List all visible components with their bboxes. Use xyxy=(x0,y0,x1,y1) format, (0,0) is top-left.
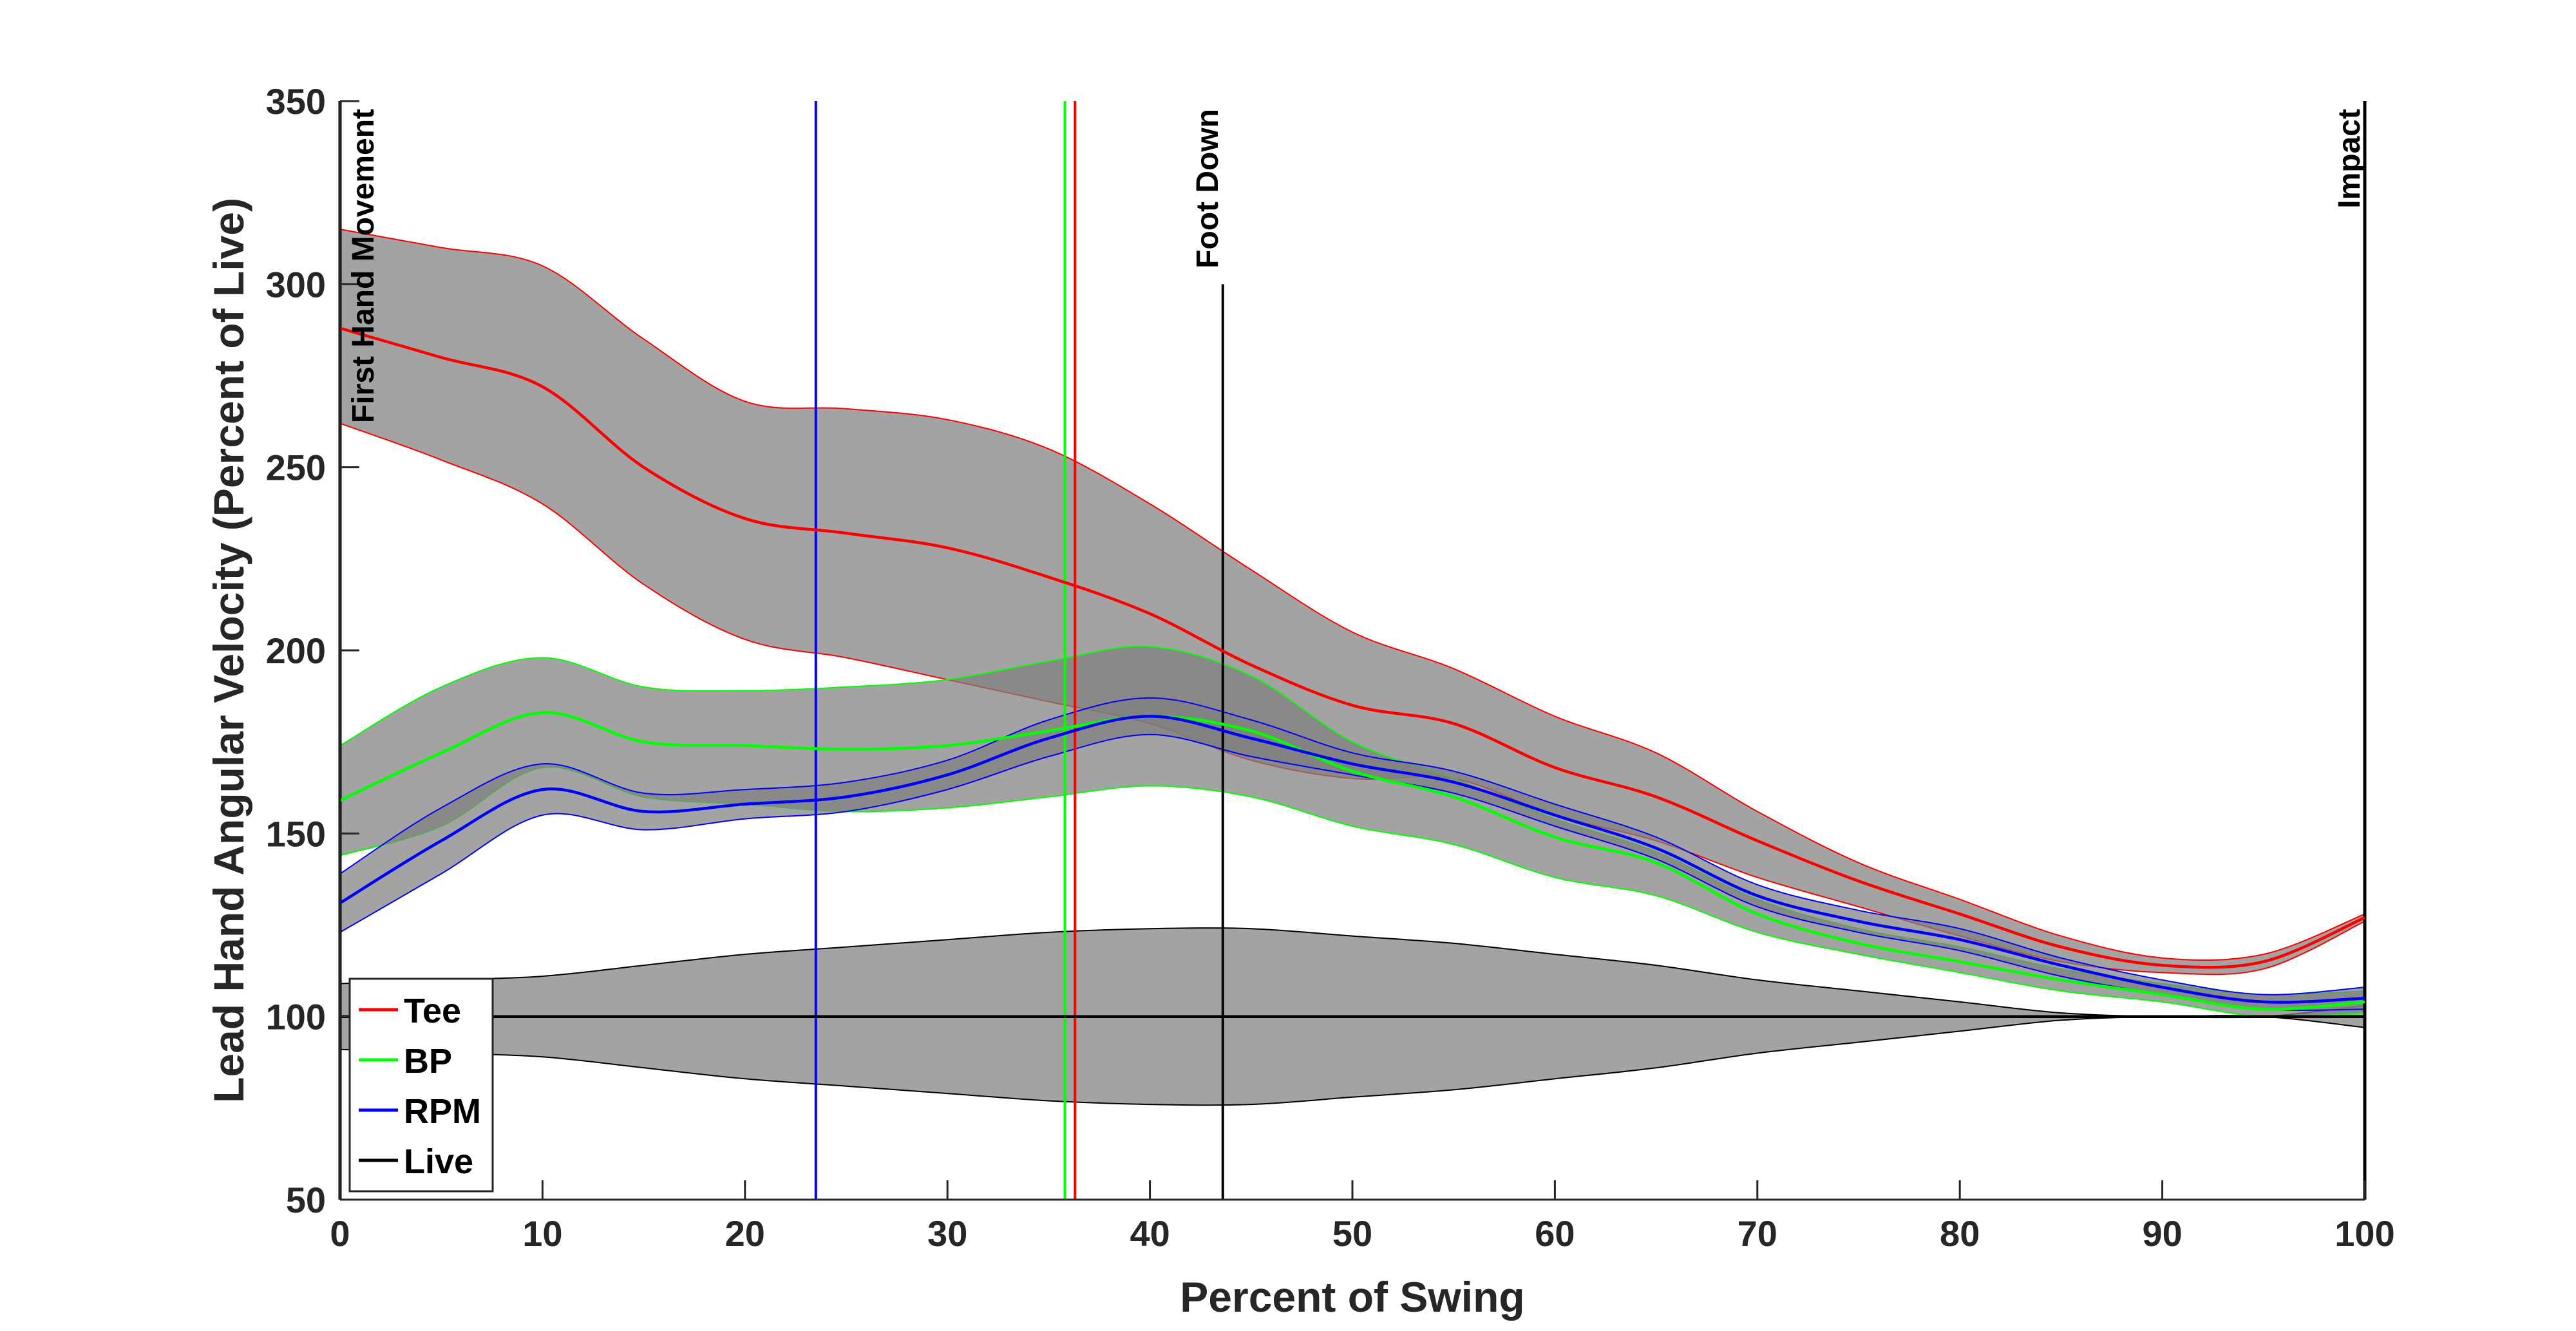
x-tick-label: 70 xyxy=(1738,1213,1777,1254)
line-tee xyxy=(339,326,2365,969)
y-tick-label: 350 xyxy=(266,81,326,122)
event-label: Impact xyxy=(2333,109,2367,209)
event-label: First Hand Movement xyxy=(346,109,381,423)
band-bp xyxy=(340,646,2365,1017)
x-tick-label: 80 xyxy=(1940,1213,1980,1254)
legend-box xyxy=(348,977,494,1193)
x-tick-label: 10 xyxy=(522,1213,562,1254)
legend: Tee BP RPM Live xyxy=(348,977,494,1193)
y-tick-label: 100 xyxy=(266,997,326,1037)
band-lower-edge-live xyxy=(339,1015,2365,1106)
confidence-bands xyxy=(339,229,2365,1106)
x-tick-label: 100 xyxy=(2334,1213,2394,1254)
y-tick-label: 200 xyxy=(266,630,326,671)
y-tick-label: 150 xyxy=(266,813,326,854)
x-tick-label: 0 xyxy=(330,1213,350,1254)
event-label: Foot Down xyxy=(1191,109,1225,269)
y-tick-label: 50 xyxy=(286,1180,326,1220)
ticks: 0 10 20 30 40 50 60 70 80 90 100 50 100 150 200 250 300 3… xyxy=(266,81,2395,1254)
event-labels: First Hand Movement Foot Down Impact xyxy=(346,109,2367,423)
series-lines xyxy=(339,326,2365,1018)
y-tick-label: 300 xyxy=(266,264,326,305)
band-tee xyxy=(340,229,2365,975)
y-tick-label: 250 xyxy=(266,448,326,488)
x-tick-label: 90 xyxy=(2142,1213,2182,1254)
x-axis-label: Percent of Swing xyxy=(1180,1273,1524,1321)
band-upper-edge-tee xyxy=(339,229,2365,961)
x-tick-label: 30 xyxy=(927,1213,967,1254)
band-lower-edge-rpm xyxy=(339,733,2365,1011)
y-axis-label: Lead Hand Angular Velocity (Percent of L… xyxy=(205,198,252,1103)
legend-label-tee: Tee xyxy=(404,992,461,1030)
band-upper-edge-rpm xyxy=(339,697,2365,996)
x-tick-label: 20 xyxy=(725,1213,765,1254)
x-tick-label: 50 xyxy=(1332,1213,1372,1254)
band-upper-edge-live xyxy=(339,927,2365,1019)
x-tick-label: 40 xyxy=(1130,1213,1170,1254)
line-bp xyxy=(339,711,2365,1011)
x-tick-label: 60 xyxy=(1535,1213,1575,1254)
legend-label-live: Live xyxy=(404,1142,473,1181)
legend-label-bp: BP xyxy=(404,1042,452,1081)
line-rpm xyxy=(339,715,2365,1004)
legend-label-rpm: RPM xyxy=(404,1092,481,1131)
